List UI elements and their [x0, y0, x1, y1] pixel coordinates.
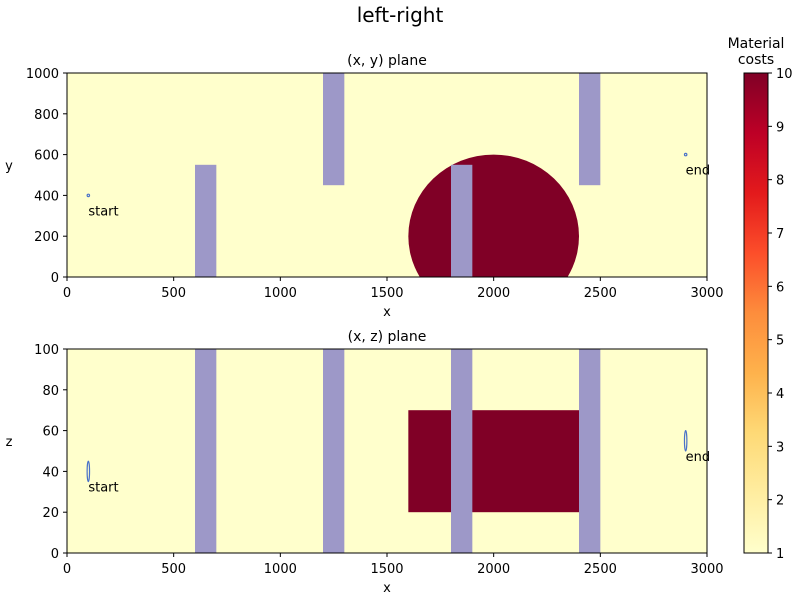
x-tick-label: 2000: [477, 286, 510, 301]
panel-title: (x, z) plane: [348, 329, 427, 345]
y-axis-label: y: [5, 159, 13, 174]
obstacle-1: [195, 349, 217, 553]
y-tick-label: 600: [34, 149, 59, 164]
y-tick-label: 0: [51, 271, 59, 286]
colorbar-frame: [743, 72, 769, 554]
y-tick-label: 20: [42, 506, 59, 521]
colorbar-tick-label: 10: [776, 67, 793, 82]
plot-background: [67, 349, 707, 553]
y-axis-label: z: [6, 435, 13, 450]
obstacle-2: [323, 349, 345, 553]
x-tick-label: 1000: [264, 286, 297, 301]
x-tick-label: 3000: [690, 286, 723, 301]
x-axis-label: x: [383, 581, 391, 596]
chart-title: left-right: [357, 3, 444, 27]
colorbar-tick-label: 5: [776, 334, 784, 349]
y-tick-label: 1000: [26, 67, 59, 82]
panel-xz-plane: start end 0 500 1000 1500 2000 2500 3000 0 20 40 60 8…: [6, 329, 724, 596]
x-axis-label: x: [383, 305, 391, 320]
colorbar-tick-label: 9: [776, 120, 784, 135]
x-tick-label: 1500: [370, 286, 403, 301]
start-annotation: start: [88, 204, 118, 219]
y-tick-label: 80: [42, 384, 59, 399]
x-tick-label: 500: [161, 286, 186, 301]
obstacle-3: [451, 164, 473, 277]
x-tick-label: 500: [161, 562, 186, 577]
obstacle-2: [323, 73, 345, 186]
end-marker: [683, 429, 688, 452]
obstacle-1: [195, 164, 217, 277]
colorbar-tick-label: 1: [776, 547, 784, 562]
x-tick-label: 1500: [370, 562, 403, 577]
colorbar-tick-label: 6: [776, 280, 784, 295]
x-tick-label: 0: [63, 562, 71, 577]
end-marker: [683, 152, 688, 157]
colorbar-label-line2: costs: [738, 52, 774, 68]
y-tick-label: 400: [34, 189, 59, 204]
start-marker: [86, 193, 91, 198]
obstacle-3: [451, 349, 473, 553]
end-annotation: end: [686, 450, 711, 465]
colorbar-tick-label: 8: [776, 174, 784, 189]
panel-title: (x, y) plane: [347, 53, 427, 69]
obstacle-4: [579, 73, 601, 186]
y-tick-label: 200: [34, 230, 59, 245]
start-marker: [86, 460, 91, 483]
obstacle-4: [579, 349, 601, 553]
colorbar-label-line1: Material: [728, 36, 785, 52]
colorbar-gradient: [744, 73, 768, 553]
plot-area: [195, 73, 601, 277]
y-tick-label: 800: [34, 108, 59, 123]
y-tick-label: 40: [42, 465, 59, 480]
x-tick-label: 0: [63, 286, 71, 301]
plot-area: [195, 349, 601, 553]
y-tick-label: 0: [51, 547, 59, 562]
colorbar-tick-label: 4: [776, 387, 784, 402]
y-tick-label: 60: [42, 425, 59, 440]
colorbar-tick-label: 2: [776, 494, 784, 509]
y-tick-label: 100: [34, 343, 59, 358]
high-cost-region: [408, 410, 579, 513]
x-tick-label: 2500: [584, 562, 617, 577]
plot-background: [67, 73, 707, 277]
end-annotation: end: [686, 164, 711, 179]
x-tick-label: 2000: [477, 562, 510, 577]
x-tick-label: 3000: [690, 562, 723, 577]
x-tick-label: 2500: [584, 286, 617, 301]
colorbar-tick-label: 3: [776, 440, 784, 455]
colorbar: Material costs 1 2 3 4 5 6 7 8 9 10: [728, 36, 793, 562]
colorbar-tick-label: 7: [776, 227, 784, 242]
panel-xy-plane: start end 0 500 1000 1500 2000 2500 3000 0 200 400 6…: [5, 53, 723, 320]
start-annotation: start: [88, 480, 118, 495]
x-tick-label: 1000: [264, 562, 297, 577]
